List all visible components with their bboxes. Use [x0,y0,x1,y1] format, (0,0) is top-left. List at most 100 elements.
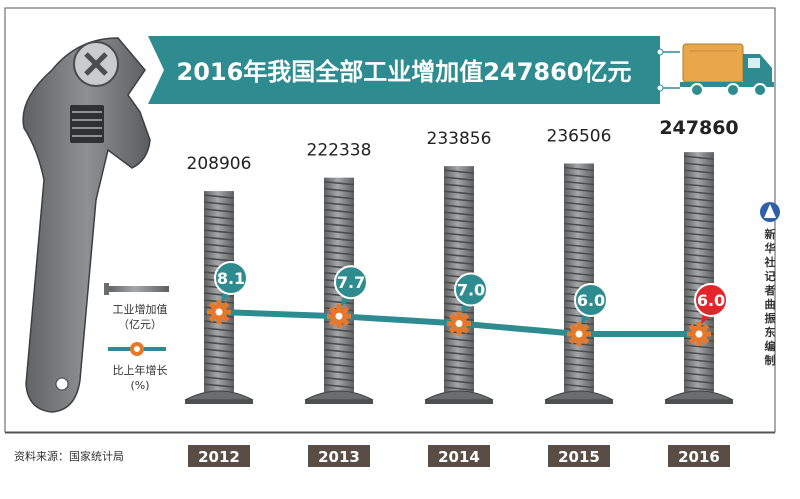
bolt-thread [443,183,475,188]
gear-icon [567,322,591,346]
bolt-thread [203,341,235,346]
bolt-thread [443,239,475,244]
bolt-thread [563,215,595,221]
bolt-thread [203,376,235,381]
bolt-thread [323,222,355,228]
year-label: 2014 [438,448,480,466]
bolt-head-base [545,400,613,404]
bolt-thread [203,334,235,339]
bolt-head-base [185,400,253,404]
bolt-thread [683,176,715,181]
bolt-thread [323,215,355,221]
bolt-thread [563,236,595,242]
growth-bubble: 7.7 [334,265,368,307]
bolt-thread [683,197,715,202]
bolt-head [184,390,254,401]
bolt-thread [443,190,475,195]
bolt-thread [443,176,475,181]
bolt-thread [443,197,475,202]
legend: 工业增加值 （亿元） 比上年增长 (%) [104,283,169,392]
bolt-thread [563,187,595,193]
bolt-head [664,390,734,401]
bolt-thread [443,246,475,251]
bolt-thread [563,194,595,200]
bolt-thread [563,208,595,214]
credit-char: 东 [765,325,776,339]
growth-label: 7.7 [337,273,365,292]
bolt-thread [443,344,475,349]
bolt-thread [563,222,595,228]
bolt-thread [323,334,355,340]
bolt-thread [323,243,355,249]
bolt-thread [683,351,715,356]
bolt-thread [683,253,715,258]
gear-icon [327,304,351,329]
bolt-thread [443,351,475,356]
bolt-thread [683,358,715,363]
bolt-thread [203,383,235,388]
bolt-bar-2015 [544,163,614,404]
xinhua-logo-icon [760,202,780,222]
growth-bubble: 8.1 [214,261,248,302]
bolt-thread [323,376,355,382]
bolt-head-base [305,400,373,404]
bolt-thread [563,383,595,389]
credit-char: 华 [765,241,776,255]
year-axis: 2012 2013 2014 2015 2016 [188,445,730,467]
bolt-shaft [684,152,714,392]
value-label: 233856 [427,129,492,149]
bolt-thread [323,229,355,235]
gear-icon [687,322,711,346]
year-label-box [548,445,610,467]
title-banner: 2016年我国全部工业增加值247860亿元 [148,36,680,104]
title-ribbon [148,36,660,104]
bolt-thread [443,204,475,209]
growth-bubble: 6.0 [574,283,608,324]
bolt-thread [323,180,355,186]
bolt-thread [683,232,715,237]
year-label-box [188,445,250,467]
credit-char: 振 [765,311,776,325]
legend-bar-label: 工业增加值 [113,302,168,316]
growth-bubble: 6.0 [694,283,728,324]
legend-gear-icon [130,342,144,356]
source-note: 资料来源：国家统计局 [14,449,124,463]
bolt-thread [563,264,595,270]
bolt-thread [563,278,595,284]
bolt-thread [203,369,235,374]
bolt-thread [323,299,355,305]
bolt-thread [563,362,595,368]
bolt-thread [563,355,595,361]
growth-bubble: 7.0 [454,272,488,314]
bolt-thread [683,379,715,384]
bolt-thread [443,365,475,370]
bolt-thread [683,386,715,391]
bolt-head-base [665,400,733,404]
credit-char: 制 [765,353,776,367]
bolt-thread [563,257,595,263]
bolt-head [424,390,494,401]
bolt-thread [563,250,595,256]
bolt-thread [563,243,595,249]
year-label-box [308,445,370,467]
bolt-thread [563,369,595,375]
bolt-thread [683,365,715,370]
bolt-thread [443,267,475,272]
bolt-thread [683,211,715,216]
bolt-thread [683,239,715,244]
year-label-box [668,445,730,467]
credit-char: 者 [764,283,776,297]
growth-label: 8.1 [217,269,245,288]
bolt-thread [443,253,475,258]
bolt-thread [683,183,715,188]
bolt-thread [323,369,355,375]
bolt-thread [683,155,715,160]
bolt-thread [203,208,235,213]
bolt-bar-2016 [664,152,734,404]
bolt-thread [323,187,355,193]
bolt-thread [683,344,715,349]
bolt-thread [443,225,475,230]
bolt-thread [323,327,355,333]
bolt-thread [203,355,235,360]
legend-line-unit: (%) [130,379,149,392]
